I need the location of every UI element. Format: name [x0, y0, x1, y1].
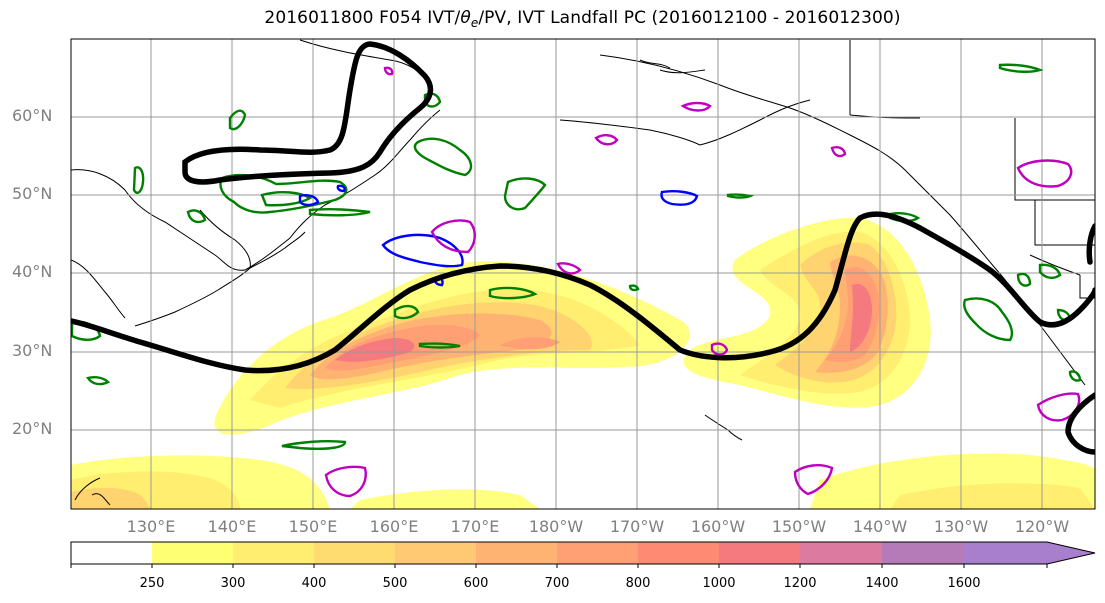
colorbar-label-1200: 1200 [783, 576, 817, 591]
landfall-pc-contours [71, 41, 1095, 455]
colorbar-label-1600: 1600 [947, 576, 981, 591]
lon-label-120w: 120°W [1014, 517, 1070, 536]
colorbar-label-500: 500 [382, 576, 408, 591]
lon-label-140w: 140°W [852, 517, 908, 536]
colorbar-label-300: 300 [220, 576, 246, 591]
colorbar-label-800: 800 [625, 576, 651, 591]
lon-label-170e: 170°E [450, 517, 500, 536]
blue-contours [298, 184, 699, 287]
map-background [71, 39, 1095, 509]
lon-label-180w: 180°W [528, 517, 584, 536]
ivt-shading-south [71, 453, 1095, 509]
lon-label-160w: 160°W [690, 517, 746, 536]
lon-label-130w: 130°W [933, 517, 989, 536]
colorbar [70, 541, 1096, 568]
lat-label-30n: 30°N [12, 341, 53, 360]
lat-label-50n: 50°N [12, 184, 53, 203]
colorbar-label-250: 250 [139, 576, 165, 591]
colorbar-label-1400: 1400 [865, 576, 899, 591]
map-frame [70, 38, 1096, 510]
lat-label-60n: 60°N [12, 106, 53, 125]
colorbar-label-700: 700 [544, 576, 570, 591]
green-contours [71, 63, 1082, 450]
lon-label-150w: 150°W [771, 517, 827, 536]
lon-label-130e: 130°E [126, 517, 176, 536]
lat-label-40n: 40°N [12, 262, 53, 281]
colorbar-label-1000: 1000 [702, 576, 736, 591]
map-title: 2016011800 F054 IVT/θe/PV, IVT Landfall … [264, 8, 901, 30]
lon-label-160e: 160°E [369, 517, 419, 536]
lat-label-20n: 20°N [12, 419, 53, 438]
colorbar-label-600: 600 [463, 576, 489, 591]
lon-label-150e: 150°E [288, 517, 338, 536]
lon-label-170w: 170°W [609, 517, 665, 536]
colorbar-label-400: 400 [301, 576, 327, 591]
lon-label-140e: 140°E [207, 517, 257, 536]
